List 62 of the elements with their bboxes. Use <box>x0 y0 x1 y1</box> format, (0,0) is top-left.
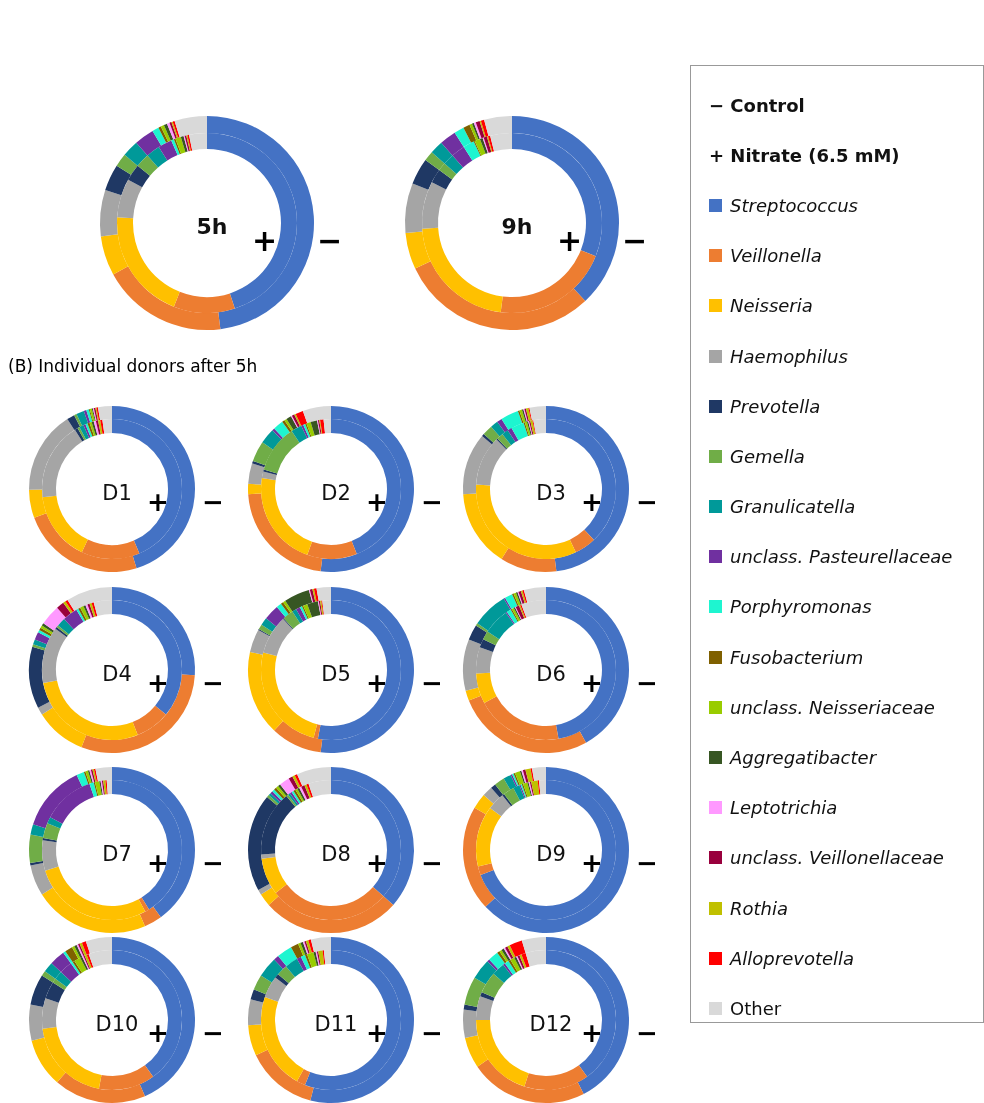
legend-label: Leptotrichia <box>730 797 838 819</box>
slice-label: − <box>421 668 443 698</box>
legend-label: unclass. Veillonellaceae <box>730 847 944 869</box>
slice-label: − <box>636 668 658 698</box>
legend-label: Prevotella <box>730 395 821 417</box>
slice-label: + <box>581 487 603 517</box>
legend-label: Other <box>730 997 782 1019</box>
slice-label: − <box>421 487 443 517</box>
slice-label: − <box>636 487 658 517</box>
slice-label: + <box>581 1018 603 1048</box>
legend-label: Streptococcus <box>730 194 858 216</box>
text: − Control <box>709 93 806 118</box>
text: D6 <box>536 661 566 686</box>
text: D3 <box>536 480 566 505</box>
text: D9 <box>536 841 566 866</box>
legend-label: unclass. Pasteurellaceae <box>730 546 953 568</box>
slice-label: + <box>252 222 278 258</box>
slice-label: + <box>366 668 388 698</box>
slice-label: + <box>557 222 583 258</box>
text: (B) Individual donors after 5h <box>8 356 258 376</box>
text: D7 <box>102 841 132 866</box>
legend-label: Veillonella <box>730 245 822 267</box>
text: D5 <box>321 661 351 686</box>
slice-label: − <box>202 1018 224 1048</box>
legend-label: Neisseria <box>730 295 813 317</box>
slice-label: − <box>636 1018 658 1048</box>
text: D10 <box>95 1011 139 1036</box>
text: D11 <box>314 1011 358 1036</box>
text: D4 <box>102 661 132 686</box>
slice-label: + <box>581 668 603 698</box>
legend-label: Alloprevotella <box>730 947 855 969</box>
slice-label: − <box>636 848 658 878</box>
slice-label: − <box>202 848 224 878</box>
slice-label: − <box>421 848 443 878</box>
slice-label: − <box>421 1018 443 1048</box>
slice-label: − <box>317 222 343 258</box>
slice-label: − <box>202 487 224 517</box>
legend-label: Haemophilus <box>730 345 848 367</box>
text: + Nitrate (6.5 mM) <box>709 143 901 168</box>
slice-label: + <box>366 848 388 878</box>
text: D8 <box>321 841 351 866</box>
slice-label: + <box>147 668 169 698</box>
slice-label: − <box>622 222 648 258</box>
slice-label: + <box>147 1018 169 1048</box>
legend-label: Fusobacterium <box>730 646 864 668</box>
text: D12 <box>529 1011 573 1036</box>
legend-label: Porphyromonas <box>730 596 872 618</box>
text: D1 <box>102 480 132 505</box>
slice-label: + <box>366 1018 388 1048</box>
text: D2 <box>321 480 351 505</box>
slice-label: + <box>147 487 169 517</box>
text: 9h <box>501 213 533 239</box>
slice-label: − <box>202 668 224 698</box>
legend-label: Rothia <box>730 897 789 919</box>
slice-label: + <box>366 487 388 517</box>
slice-label: + <box>147 848 169 878</box>
legend-label: unclass. Neisseriaceae <box>730 696 935 718</box>
legend-label: Granulicatella <box>730 496 856 518</box>
legend-label: Gemella <box>730 445 805 467</box>
legend-label: Aggregatibacter <box>730 747 877 769</box>
text: 5h <box>196 213 228 239</box>
slice-label: + <box>581 848 603 878</box>
